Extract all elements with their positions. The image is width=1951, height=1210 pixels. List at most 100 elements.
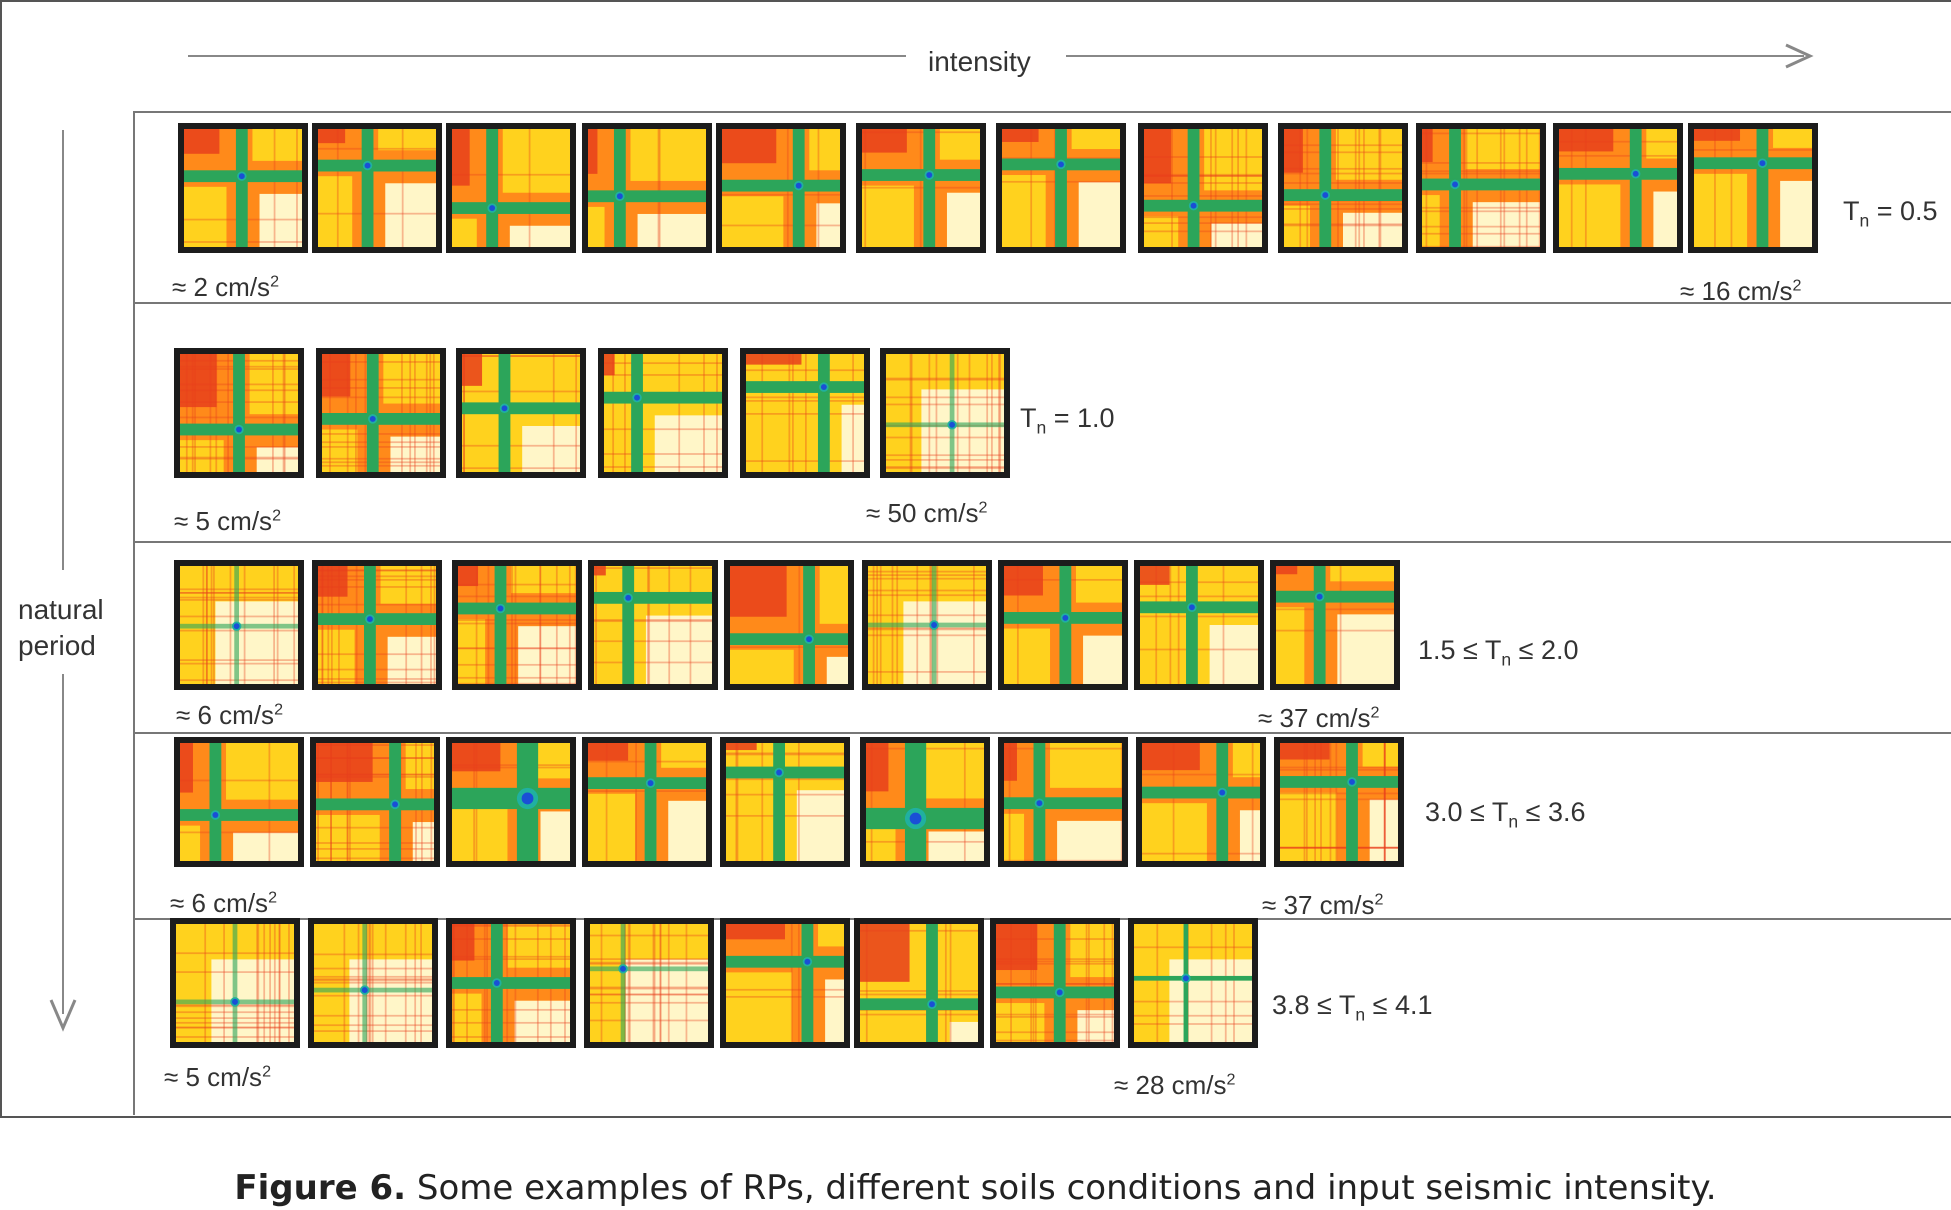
period-prefix: T (1020, 403, 1037, 433)
recurrence-plot-image (604, 354, 722, 472)
period-suffix: = 0.5 (1869, 196, 1938, 226)
recurrence-plot-image (1002, 129, 1120, 247)
recurrence-plot (996, 123, 1126, 253)
recurrence-plot (880, 348, 1010, 478)
row-divider-2 (133, 541, 1951, 543)
recurrence-plot (1270, 560, 1400, 690)
recurrence-plot (1278, 123, 1408, 253)
unit-superscript: 2 (272, 506, 282, 525)
figure-frame: intensity natural period (0, 0, 1951, 1118)
intensity-arrowhead-icon (1785, 43, 1814, 69)
recurrence-plot (1274, 737, 1404, 867)
recurrence-plot (854, 918, 984, 1048)
period-axis-label-line2: period (18, 630, 96, 661)
recurrence-plot-image (180, 354, 298, 472)
recurrence-plot-image (1144, 129, 1262, 247)
recurrence-plot-image (318, 566, 436, 684)
recurrence-plot-image (1276, 566, 1394, 684)
recurrence-plot (740, 348, 870, 478)
recurrence-plot-image (1280, 743, 1398, 861)
recurrence-plot-image (322, 354, 440, 472)
recurrence-plot (860, 737, 990, 867)
recurrence-plot-image (868, 566, 986, 684)
natural-period-label: 1.5 ≤ Tn ≤ 2.0 (1418, 635, 1579, 670)
recurrence-plot-image (730, 566, 848, 684)
recurrence-plot (1553, 123, 1683, 253)
recurrence-plot (174, 560, 304, 690)
min-intensity-label: ≈ 5 cm/s2 (174, 506, 282, 536)
recurrence-plot-image (452, 129, 570, 247)
row-divider-1 (133, 302, 1951, 304)
period-suffix: ≤ 2.0 (1511, 635, 1579, 665)
unit-superscript: 2 (1370, 703, 1380, 722)
recurrence-plot (174, 737, 304, 867)
recurrence-plot (312, 123, 442, 253)
recurrence-plot-image (176, 924, 294, 1042)
natural-period-label: Tn = 0.5 (1843, 196, 1938, 231)
period-arrowhead-icon (49, 999, 77, 1032)
recurrence-plot-image (1284, 129, 1402, 247)
period-subscript: n (1501, 649, 1512, 670)
period-axis-label-line1: natural (18, 594, 104, 625)
period-subscript: n (1355, 1004, 1366, 1025)
recurrence-plot-image (180, 566, 298, 684)
recurrence-plot-image (1004, 566, 1122, 684)
recurrence-plot (446, 123, 576, 253)
recurrence-plot-image (886, 354, 1004, 472)
recurrence-plot-image (866, 743, 984, 861)
period-subscript: n (1036, 417, 1047, 438)
natural-period-label: Tn = 1.0 (1020, 403, 1115, 438)
intensity-axis-label: intensity (928, 46, 1031, 77)
recurrence-plot-image (726, 924, 844, 1042)
recurrence-plot (1136, 737, 1266, 867)
recurrence-plot (446, 737, 576, 867)
caption-text: Some examples of RPs, different soils co… (406, 1168, 1717, 1208)
recurrence-plot-image (588, 743, 706, 861)
intensity-axis-line-left (188, 55, 906, 57)
unit-superscript: 2 (978, 498, 988, 517)
period-subscript: n (1508, 811, 1519, 832)
recurrence-plot-image (452, 924, 570, 1042)
recurrence-plot-image (590, 924, 708, 1042)
recurrence-plot-image (588, 129, 706, 247)
recurrence-plot (598, 348, 728, 478)
recurrence-plot (856, 123, 986, 253)
recurrence-plot (584, 918, 714, 1048)
min-intensity-label: ≈ 2 cm/s2 (172, 272, 280, 302)
recurrence-plot (998, 560, 1128, 690)
recurrence-plot (582, 123, 712, 253)
natural-period-label: 3.0 ≤ Tn ≤ 3.6 (1425, 797, 1586, 832)
recurrence-plot-image (860, 924, 978, 1042)
recurrence-plot (170, 918, 300, 1048)
recurrence-plot-image (462, 354, 580, 472)
recurrence-plot (174, 348, 304, 478)
period-axis-line-bottom (62, 674, 64, 1014)
period-suffix: ≤ 3.6 (1518, 797, 1586, 827)
period-axis-line-top (62, 130, 64, 570)
unit-superscript: 2 (262, 1062, 272, 1081)
recurrence-plot (716, 123, 846, 253)
max-intensity-label: ≈ 37 cm/s2 (1258, 703, 1380, 733)
max-intensity-label: ≈ 28 cm/s2 (1114, 1070, 1236, 1100)
intensity-axis-line-right (1066, 55, 1804, 57)
recurrence-plot (452, 560, 582, 690)
min-intensity-label: ≈ 5 cm/s2 (164, 1062, 272, 1092)
recurrence-plot (582, 737, 712, 867)
unit-superscript: 2 (274, 700, 284, 719)
recurrence-plot (720, 737, 850, 867)
period-prefix: 3.8 ≤ T (1272, 990, 1356, 1020)
figure-caption: Figure 6. Some examples of RPs, differen… (0, 1168, 1951, 1208)
recurrence-plot-image (996, 924, 1114, 1042)
recurrence-plot (720, 918, 850, 1048)
rp-grid-frame (133, 111, 1951, 1115)
recurrence-plot-image (722, 129, 840, 247)
recurrence-plot-image (746, 354, 864, 472)
unit-superscript: 2 (270, 272, 280, 291)
min-intensity-label: ≈ 6 cm/s2 (176, 700, 284, 730)
recurrence-plot-image (1004, 743, 1122, 861)
unit-superscript: 2 (1226, 1070, 1236, 1089)
recurrence-plot-image (452, 743, 570, 861)
period-suffix: ≤ 4.1 (1365, 990, 1433, 1020)
recurrence-plot (990, 918, 1120, 1048)
recurrence-plot (724, 560, 854, 690)
